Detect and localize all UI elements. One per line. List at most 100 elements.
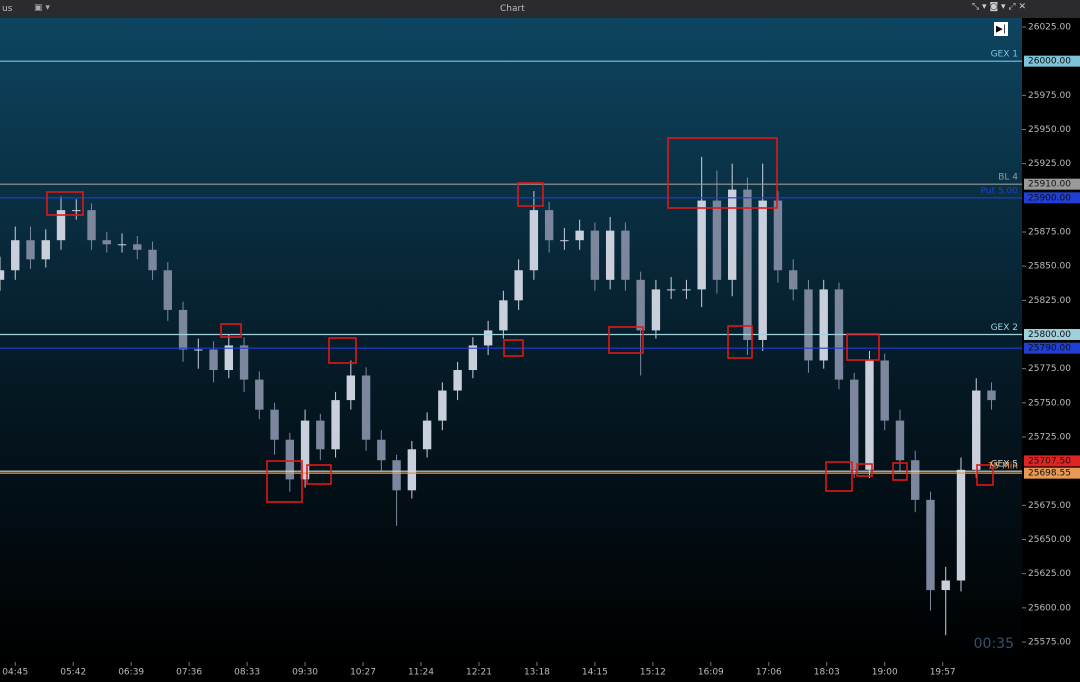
price-tag-label: 25698.55 [1028, 469, 1071, 479]
highlight-box [727, 325, 753, 359]
x-tick-label: 16:09 [698, 668, 724, 678]
y-tick-label: 25775.00 [1028, 364, 1071, 374]
x-tick-label: 09:30 [292, 668, 318, 678]
highlight-box [503, 339, 524, 357]
bar-timer: 00:35 [974, 636, 1014, 652]
candle-body [499, 300, 508, 331]
candle-body [758, 200, 767, 340]
candle-body [621, 230, 630, 280]
highlight-box [46, 191, 84, 216]
highlight-box [306, 464, 332, 485]
candle-body [560, 240, 569, 242]
highlight-box [846, 333, 880, 361]
candle-body [987, 390, 996, 401]
candle-body [422, 420, 432, 450]
candle-body [102, 240, 111, 245]
price-tag-label: 25900.00 [1028, 193, 1071, 203]
x-tick-label: 13:18 [524, 668, 550, 678]
level-name: Put 5.00 [981, 186, 1019, 196]
x-tick-label: 04:45 [2, 668, 28, 678]
window-title: Chart [500, 4, 525, 14]
price-tag [1024, 192, 1080, 204]
y-tick-label: 25600.00 [1028, 603, 1071, 613]
candle-body [163, 270, 172, 310]
x-tick-label: 06:39 [118, 668, 144, 678]
chart: ▶| 00:35 26025.00 25975.00 25950.00 25925.0… [0, 18, 1080, 682]
candle-body [514, 270, 523, 301]
candle-body [880, 360, 889, 421]
candle-body [483, 330, 493, 346]
candle-body [956, 469, 966, 581]
candle-body [697, 200, 706, 290]
time-axis [0, 662, 1080, 682]
candle-body [316, 420, 325, 450]
level-name: GEX 1 [991, 50, 1018, 60]
candle-body [178, 309, 188, 350]
y-tick-label: 25750.00 [1028, 398, 1071, 408]
candle-body [194, 349, 203, 351]
y-tick-label: 25850.00 [1028, 262, 1071, 272]
x-tick-label: 19:57 [930, 668, 956, 678]
candle-body [0, 270, 5, 280]
y-tick-label: 25875.00 [1028, 228, 1071, 238]
y-tick-label: 25925.00 [1028, 159, 1071, 169]
highlight-box [825, 461, 853, 492]
candle-body [468, 345, 478, 371]
candle-body [209, 349, 218, 371]
level-name: GEX 5 [991, 460, 1018, 470]
window-controls[interactable]: ⤡ ▾ ◙ ▾ ⤢ ✕ [972, 2, 1027, 12]
window-icon[interactable]: ▣ ▾ [34, 3, 50, 13]
highlight-box [517, 182, 544, 207]
y-tick-label: 26025.00 [1028, 23, 1071, 33]
price-tag-label: 25790.00 [1028, 344, 1071, 354]
y-tick-label: 25975.00 [1028, 91, 1071, 101]
level-name: BL 4 [998, 173, 1018, 183]
candle-body [865, 360, 874, 470]
candle-body [11, 240, 20, 271]
x-tick-label: 08:33 [234, 668, 260, 678]
menu[interactable]: us [2, 4, 13, 14]
candle-body [651, 289, 661, 331]
price-tag [1024, 467, 1080, 479]
candle-body [941, 580, 950, 591]
y-tick-label: 25625.00 [1028, 569, 1071, 579]
candle-body [392, 460, 401, 491]
candle-body [926, 499, 935, 591]
x-tick-label: 17:06 [756, 668, 782, 678]
candle-body [331, 400, 340, 450]
price-tag-label: 25910.00 [1028, 180, 1071, 190]
y-tick-label: 25650.00 [1028, 535, 1071, 545]
price-tag [1024, 455, 1080, 467]
scroll-icon: ▶| [996, 25, 1006, 35]
candle-body [346, 375, 356, 401]
highlight-box [220, 323, 242, 338]
candle-body [529, 210, 539, 271]
scroll-button[interactable] [994, 22, 1008, 36]
candle-body [712, 200, 722, 280]
candle-body [87, 210, 96, 241]
candle-body [636, 279, 645, 331]
highlight-box [667, 137, 778, 209]
y-tick-label: 25825.00 [1028, 296, 1071, 306]
level-name: 15 Min [988, 462, 1018, 472]
candle-body [56, 210, 66, 241]
price-tag [1024, 329, 1080, 340]
y-tick-label: 25950.00 [1028, 125, 1071, 135]
candle-body [682, 289, 691, 291]
price-tag [1024, 178, 1080, 190]
highlight-box [328, 337, 357, 364]
candle-body [377, 439, 386, 461]
candle-body [72, 210, 81, 212]
candle-body [972, 390, 981, 470]
y-tick-label: 25575.00 [1028, 638, 1071, 648]
price-tag-label: 26000.00 [1028, 57, 1071, 67]
price-tag-label: 25800.00 [1028, 330, 1071, 340]
candle-body [590, 230, 600, 280]
candle-body [148, 249, 157, 271]
candle-body [850, 379, 859, 470]
y-tick-label: 25725.00 [1028, 433, 1071, 443]
highlight-box [856, 463, 873, 477]
candle-body [26, 240, 35, 260]
candle-body [819, 289, 828, 361]
